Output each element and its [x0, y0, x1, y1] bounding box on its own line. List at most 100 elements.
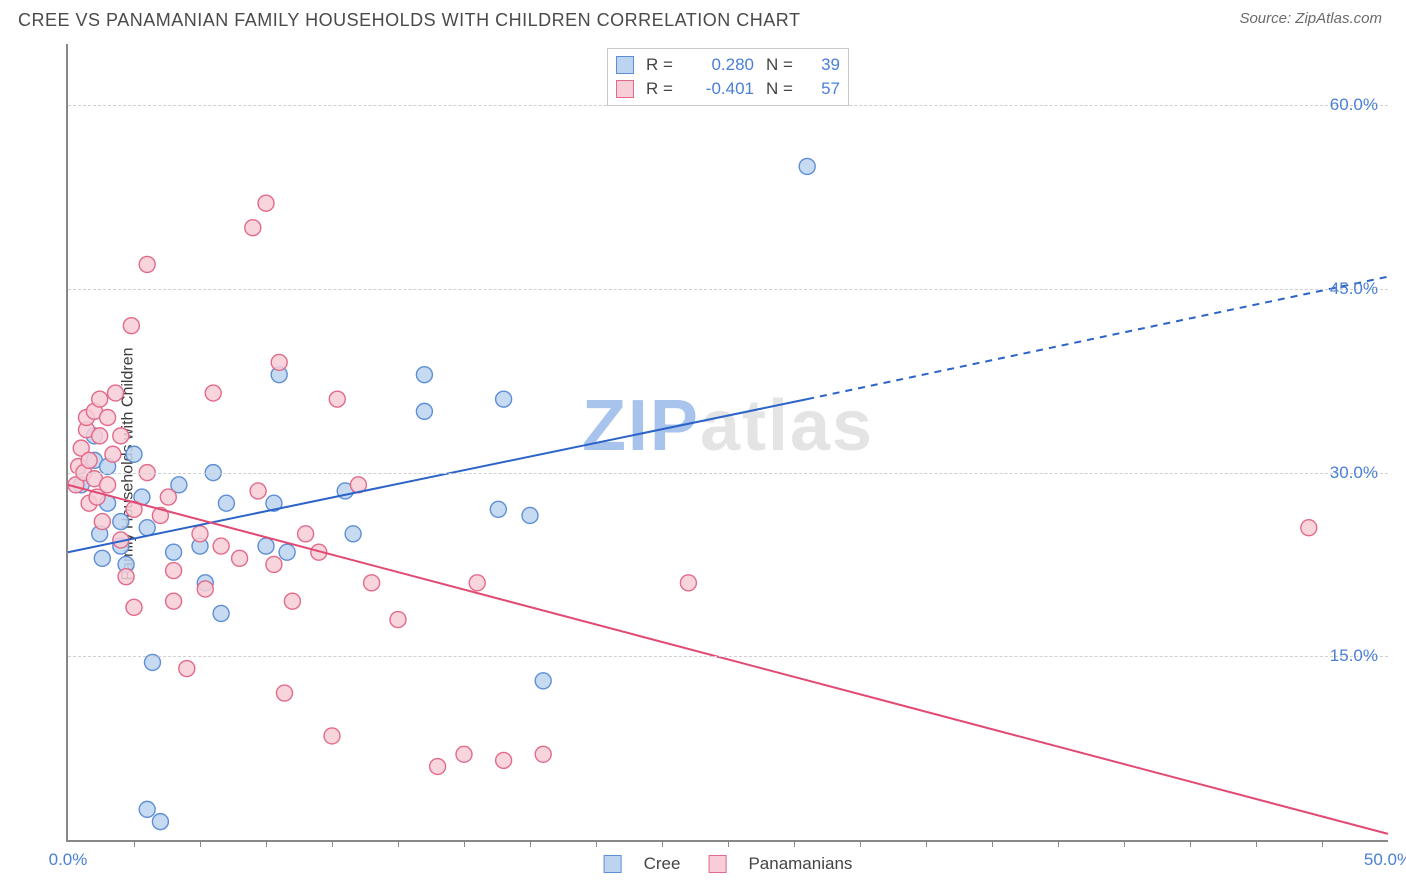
regression-line	[68, 399, 807, 552]
legend-r-label: R =	[646, 77, 684, 101]
data-point	[284, 593, 300, 609]
data-point	[81, 452, 97, 468]
data-point	[496, 391, 512, 407]
x-tick	[266, 840, 267, 847]
legend-swatch	[616, 80, 634, 98]
data-point	[113, 428, 129, 444]
data-point	[258, 195, 274, 211]
data-point	[197, 581, 213, 597]
x-tick	[464, 840, 465, 847]
data-point	[213, 605, 229, 621]
correlation-legend: R =0.280 N =39 R =-0.401 N =57	[607, 48, 849, 106]
x-tick	[1322, 840, 1323, 847]
x-tick	[1190, 840, 1191, 847]
gridline	[68, 656, 1388, 657]
data-point	[496, 752, 512, 768]
y-tick-label: 60.0%	[1330, 95, 1378, 115]
data-point	[118, 569, 134, 585]
data-point	[139, 801, 155, 817]
x-tick	[1124, 840, 1125, 847]
data-point	[250, 483, 266, 499]
legend-swatch	[616, 56, 634, 74]
legend-n-value: 39	[810, 53, 840, 77]
x-tick	[926, 840, 927, 847]
x-tick	[860, 840, 861, 847]
legend-r-value: 0.280	[684, 53, 754, 77]
data-point	[166, 544, 182, 560]
data-point	[213, 538, 229, 554]
source-attribution: Source: ZipAtlas.com	[1239, 10, 1382, 27]
legend-n-value: 57	[810, 77, 840, 101]
x-tick	[662, 840, 663, 847]
data-point	[179, 661, 195, 677]
data-point	[94, 514, 110, 530]
data-point	[232, 550, 248, 566]
chart-svg	[68, 44, 1388, 840]
x-tick	[794, 840, 795, 847]
data-point	[166, 563, 182, 579]
x-tick	[596, 840, 597, 847]
x-tick	[1058, 840, 1059, 847]
x-tick-label: 50.0%	[1364, 850, 1406, 870]
chart-area: Family Households with Children ZIPatlas…	[18, 44, 1388, 884]
data-point	[799, 158, 815, 174]
data-point	[364, 575, 380, 591]
legend-series-name: Panamanians	[748, 854, 852, 874]
data-point	[345, 526, 361, 542]
data-point	[469, 575, 485, 591]
regression-line	[68, 485, 1388, 834]
legend-item: Panamanians	[708, 854, 852, 874]
data-point	[271, 354, 287, 370]
data-point	[166, 593, 182, 609]
data-point	[535, 673, 551, 689]
data-point	[258, 538, 274, 554]
data-point	[92, 391, 108, 407]
x-tick	[728, 840, 729, 847]
data-point	[152, 814, 168, 830]
x-tick	[530, 840, 531, 847]
y-tick-label: 15.0%	[1330, 646, 1378, 666]
legend-top-row: R =-0.401 N =57	[616, 77, 840, 101]
x-tick	[200, 840, 201, 847]
data-point	[329, 391, 345, 407]
data-point	[680, 575, 696, 591]
legend-n-label: N =	[766, 53, 810, 77]
data-point	[126, 446, 142, 462]
data-point	[139, 256, 155, 272]
data-point	[324, 728, 340, 744]
data-point	[92, 428, 108, 444]
gridline	[68, 289, 1388, 290]
plot-region: ZIPatlas R =0.280N =39R =-0.401N =57 Cre…	[66, 44, 1388, 842]
data-point	[94, 550, 110, 566]
data-point	[416, 403, 432, 419]
series-legend: Cree Panamanians	[604, 854, 853, 874]
data-point	[205, 385, 221, 401]
header: CREE VS PANAMANIAN FAMILY HOUSEHOLDS WIT…	[0, 0, 1406, 37]
data-point	[245, 220, 261, 236]
data-point	[108, 385, 124, 401]
data-point	[266, 556, 282, 572]
regression-line-dashed	[807, 277, 1388, 399]
legend-series-name: Cree	[644, 854, 681, 874]
data-point	[298, 526, 314, 542]
legend-item: Cree	[604, 854, 681, 874]
legend-r-label: R =	[646, 53, 684, 77]
data-point	[390, 612, 406, 628]
x-tick	[398, 840, 399, 847]
data-point	[123, 318, 139, 334]
x-tick-label: 0.0%	[49, 850, 88, 870]
y-tick-label: 45.0%	[1330, 279, 1378, 299]
data-point	[105, 446, 121, 462]
legend-r-value: -0.401	[684, 77, 754, 101]
data-point	[160, 489, 176, 505]
data-point	[113, 514, 129, 530]
data-point	[535, 746, 551, 762]
data-point	[490, 501, 506, 517]
data-point	[218, 495, 234, 511]
y-tick-label: 30.0%	[1330, 463, 1378, 483]
legend-n-label: N =	[766, 77, 810, 101]
gridline	[68, 473, 1388, 474]
data-point	[279, 544, 295, 560]
legend-top-row: R =0.280 N =39	[616, 53, 840, 77]
data-point	[522, 507, 538, 523]
